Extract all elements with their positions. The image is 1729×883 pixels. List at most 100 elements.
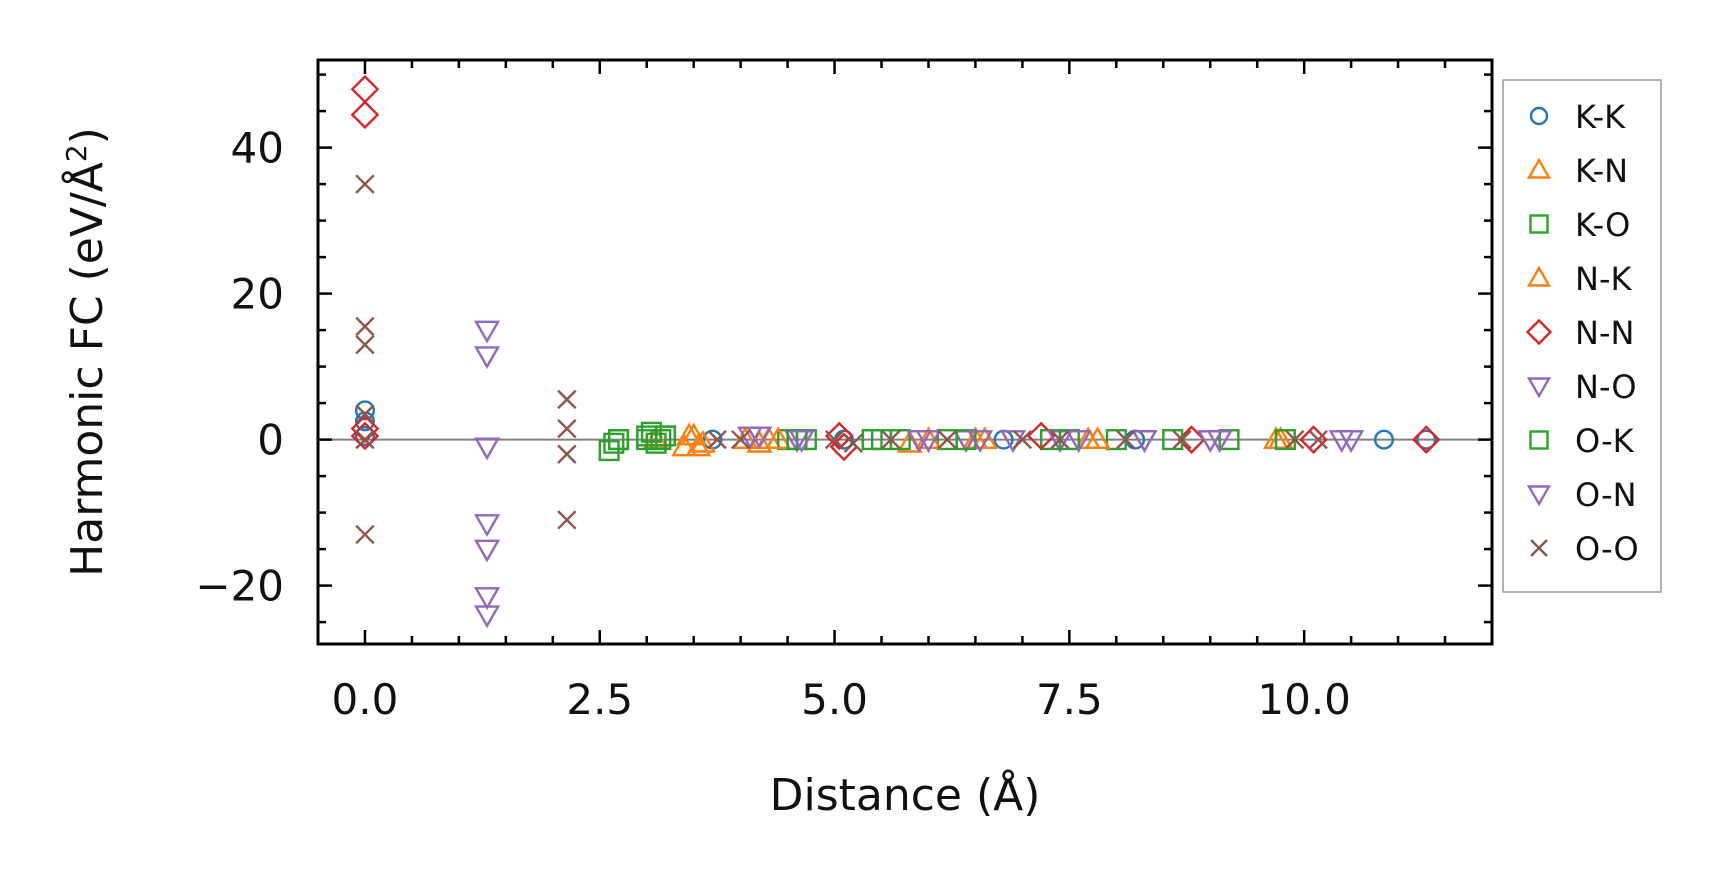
- data-point: [473, 605, 501, 629]
- data-point: [557, 419, 577, 439]
- data-markers: [350, 74, 1441, 629]
- data-point: [1084, 426, 1111, 450]
- y-axis-label-superscript: 2: [60, 144, 93, 162]
- data-point: [473, 587, 501, 610]
- data-point: [1131, 430, 1158, 454]
- x-tick-label: 0.0: [332, 675, 399, 724]
- y-tick-label: 40: [231, 124, 284, 173]
- series-o-n: [746, 426, 1365, 454]
- legend-label: N-K: [1575, 260, 1632, 298]
- data-point: [557, 444, 577, 464]
- data-point: [354, 400, 375, 421]
- data-point: [1308, 429, 1328, 450]
- data-point: [354, 425, 375, 446]
- legend: K-K K-N K-O N-K N-N N-O O-K O-N O-O: [1502, 79, 1662, 593]
- data-point: [473, 437, 501, 461]
- data-point: [355, 335, 375, 355]
- data-point: [746, 426, 773, 450]
- data-point: [671, 433, 698, 457]
- data-point: [603, 432, 625, 454]
- legend-label: K-N: [1575, 152, 1628, 190]
- data-point: [355, 429, 375, 450]
- legend-marker: [1526, 377, 1552, 399]
- legend-marker: [1526, 485, 1552, 507]
- data-point: [906, 430, 933, 454]
- data-point: [881, 429, 901, 450]
- series-n-n: [350, 74, 1441, 462]
- data-point: [1373, 429, 1394, 450]
- data-point: [1285, 429, 1305, 450]
- data-point: [967, 430, 994, 454]
- data-point: [473, 514, 501, 537]
- legend-entry: K-K: [1529, 98, 1626, 136]
- data-point: [557, 510, 577, 530]
- data-point: [650, 429, 672, 451]
- series-n-o: [473, 320, 1355, 629]
- data-point: [557, 389, 577, 410]
- legend-label: O-O: [1575, 530, 1639, 568]
- data-point: [654, 425, 677, 447]
- data-point: [473, 539, 501, 563]
- data-point: [937, 429, 957, 450]
- legend-entry: O-O: [1530, 530, 1639, 568]
- data-point: [824, 429, 845, 450]
- x-tick-label: 2.5: [566, 675, 633, 724]
- data-point: [1116, 429, 1136, 450]
- x-axis-label: Distance (Å): [770, 768, 1041, 821]
- legend-marker: [1530, 539, 1548, 557]
- legend-label: K-K: [1575, 98, 1626, 136]
- x-tick-labels: 0.0 2.5 5.0 7.5 10.0: [332, 675, 1351, 724]
- data-point: [1012, 429, 1033, 450]
- data-point: [355, 174, 375, 194]
- data-point: [473, 346, 501, 370]
- legend-entry: N-K: [1526, 260, 1632, 298]
- x-tick-label: 5.0: [801, 675, 868, 724]
- legend-label: K-O: [1575, 206, 1630, 244]
- data-point: [473, 320, 501, 344]
- legend-label: N-O: [1575, 368, 1637, 406]
- data-point: [730, 429, 751, 450]
- legend-entry: N-O: [1526, 368, 1637, 406]
- data-point: [999, 430, 1027, 454]
- data-point: [955, 429, 977, 451]
- y-tick-label: −20: [195, 562, 284, 611]
- data-point: [788, 430, 815, 454]
- data-point: [1411, 425, 1441, 454]
- data-point: [355, 524, 375, 545]
- data-point: [1050, 429, 1070, 450]
- y-tick-labels: −20 0 20 40: [195, 124, 284, 611]
- data-point: [765, 426, 792, 450]
- axis-ticks: [316, 60, 1492, 644]
- legend-marker: [1529, 106, 1549, 126]
- legend-entry: O-K: [1529, 422, 1635, 460]
- legend-marker: [1525, 318, 1553, 346]
- legend-marker: [1529, 214, 1549, 234]
- legend-label: O-K: [1575, 422, 1635, 460]
- y-axis-label-close: ): [62, 127, 113, 144]
- series-n-k: [675, 422, 1294, 457]
- series-o-o: [355, 174, 1328, 545]
- data-point: [355, 404, 375, 424]
- legend-label: N-N: [1575, 314, 1634, 352]
- data-point: [355, 316, 375, 337]
- legend-marker: [1526, 157, 1552, 179]
- legend-marker: [1529, 430, 1549, 450]
- data-point: [350, 74, 380, 104]
- data-point: [685, 433, 712, 457]
- data-point: [843, 433, 863, 453]
- x-tick-label: 7.5: [1036, 675, 1103, 724]
- legend-entry: K-N: [1526, 152, 1628, 190]
- data-point: [1416, 429, 1437, 450]
- legend-entry: N-N: [1525, 314, 1634, 352]
- data-point: [350, 414, 380, 443]
- data-point: [915, 426, 942, 450]
- x-tick-label: 10.0: [1257, 675, 1351, 724]
- plot-frame: [316, 58, 1494, 646]
- legend-marker: [1526, 265, 1552, 287]
- legend-entry: O-N: [1526, 476, 1637, 514]
- data-point: [607, 429, 630, 451]
- data-point: [675, 422, 703, 446]
- y-axis-label: Harmonic FC (eV/Å2): [60, 127, 113, 577]
- data-point: [824, 421, 854, 451]
